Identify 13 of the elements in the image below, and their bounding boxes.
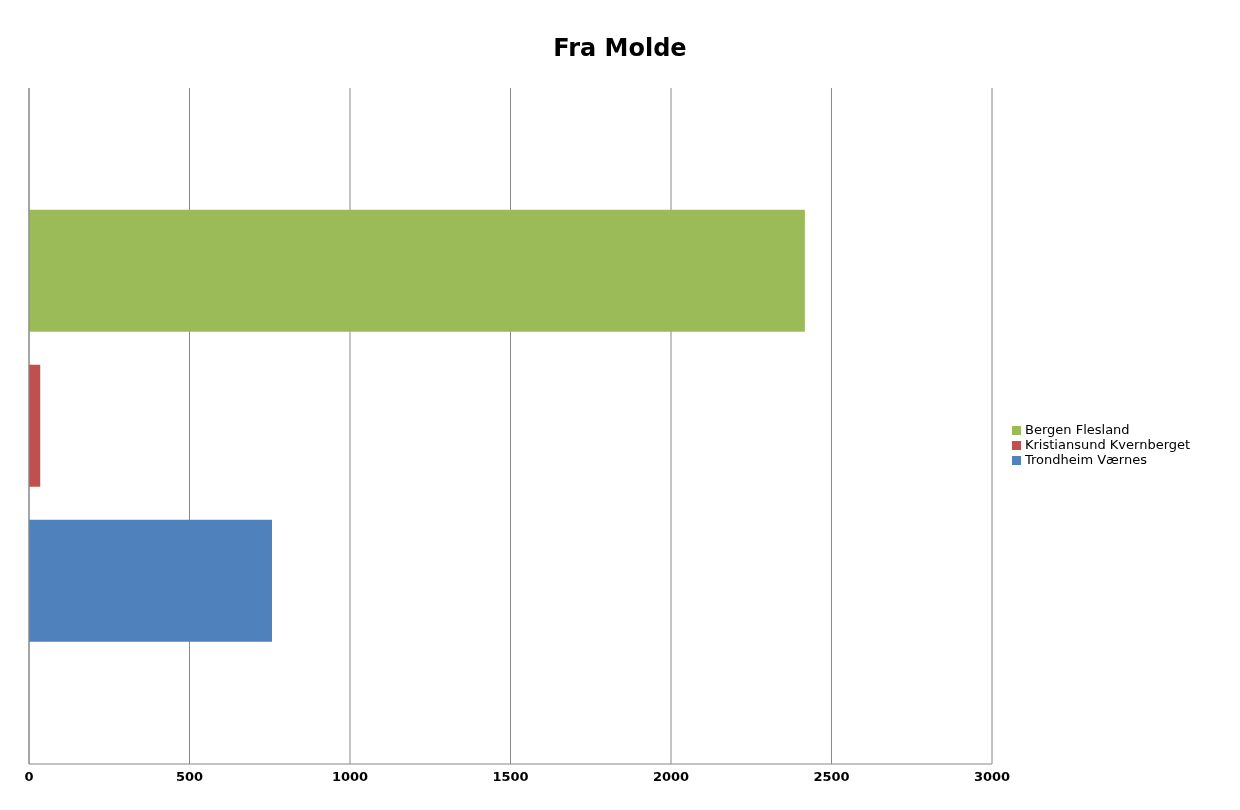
bar [29,519,272,642]
legend-label: Trondheim Værnes [1025,451,1147,467]
x-tick-label: 1500 [492,769,529,785]
legend-label: Kristiansund Kvernberget [1025,436,1191,452]
chart-title: Fra Molde [552,33,688,64]
x-tick-label: 1000 [331,769,369,785]
x-tick-label: 0 [24,769,34,785]
x-tick-label: 2000 [652,769,690,785]
legend-label: Bergen Flesland [1025,421,1130,437]
x-tick-label: 500 [175,769,204,785]
x-tick-label: 2500 [813,769,850,785]
x-tick-label: 3000 [973,769,1011,785]
bar [29,209,805,332]
